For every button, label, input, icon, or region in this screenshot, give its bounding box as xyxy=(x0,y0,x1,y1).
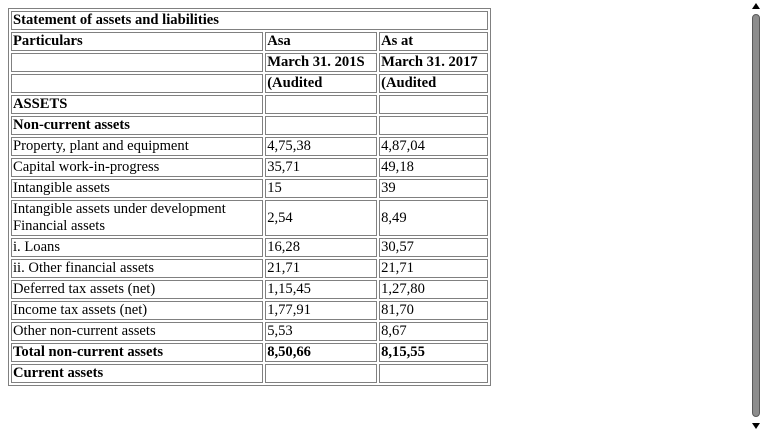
header-blank xyxy=(11,53,264,72)
table-row: Capital work-in-progress 35,71 49,18 xyxy=(11,158,488,177)
header-col2: As at xyxy=(379,32,488,51)
row-label: Income tax assets (net) xyxy=(11,301,264,320)
row-value-col1: 5,53 xyxy=(265,322,378,341)
scroll-up-arrow-icon[interactable] xyxy=(752,3,760,9)
scroll-down-arrow-icon[interactable] xyxy=(752,423,760,429)
row-label: Total non-current assets xyxy=(11,343,264,362)
table-header-row: (Audited (Audited xyxy=(11,74,488,93)
table-body: ASSETS Non-current assets Property, plant … xyxy=(11,95,488,383)
table-row: i. Loans 16,28 30,57 xyxy=(11,238,488,257)
row-value-col1: 2,54 xyxy=(265,200,378,236)
table-row: Total non-current assets 8,50,66 8,15,55 xyxy=(11,343,488,362)
vertical-scrollbar[interactable] xyxy=(749,0,764,433)
row-value-col2 xyxy=(379,364,488,383)
row-value-col2: 8,15,55 xyxy=(379,343,488,362)
scrollbar-thumb[interactable] xyxy=(752,14,760,417)
table-row: Income tax assets (net) 1,77,91 81,70 xyxy=(11,301,488,320)
row-value-col1: 35,71 xyxy=(265,158,378,177)
row-value-col1: 1,15,45 xyxy=(265,280,378,299)
row-value-col2: 8,49 xyxy=(379,200,488,236)
row-value-col2: 30,57 xyxy=(379,238,488,257)
table-row: Deferred tax assets (net) 1,15,45 1,27,80 xyxy=(11,280,488,299)
row-value-col2: 81,70 xyxy=(379,301,488,320)
row-value-col2: 4,87,04 xyxy=(379,137,488,156)
row-label: Current assets xyxy=(11,364,264,383)
row-value-col1 xyxy=(265,95,378,114)
table-row: Non-current assets xyxy=(11,116,488,135)
row-label: Intangible assets xyxy=(11,179,264,198)
header-date-col1: March 31. 201S xyxy=(265,53,378,72)
row-value-col2: 39 xyxy=(379,179,488,198)
row-value-col1: 21,71 xyxy=(265,259,378,278)
row-value-col2: 8,67 xyxy=(379,322,488,341)
row-label: Non-current assets xyxy=(11,116,264,135)
row-value-col2: 21,71 xyxy=(379,259,488,278)
header-audited-col2: (Audited xyxy=(379,74,488,93)
row-label: Intangible assets under development Fina… xyxy=(11,200,264,236)
row-value-col1: 8,50,66 xyxy=(265,343,378,362)
table-header-row: March 31. 201S March 31. 2017 xyxy=(11,53,488,72)
table-row: Current assets xyxy=(11,364,488,383)
row-label: Capital work-in-progress xyxy=(11,158,264,177)
row-label: ASSETS xyxy=(11,95,264,114)
row-label: ii. Other financial assets xyxy=(11,259,264,278)
table-row: Property, plant and equipment 4,75,38 4,87… xyxy=(11,137,488,156)
statement-title: Statement of assets and liabilities xyxy=(11,11,488,30)
header-particulars: Particulars xyxy=(11,32,264,51)
row-label: Property, plant and equipment xyxy=(11,137,264,156)
table-row: Other non-current assets 5,53 8,67 xyxy=(11,322,488,341)
header-blank xyxy=(11,74,264,93)
table-row: ii. Other financial assets 21,71 21,71 xyxy=(11,259,488,278)
row-value-col1: 1,77,91 xyxy=(265,301,378,320)
header-audited-col1: (Audited xyxy=(265,74,378,93)
header-date-col2: March 31. 2017 xyxy=(379,53,488,72)
row-value-col2: 49,18 xyxy=(379,158,488,177)
row-value-col1: 16,28 xyxy=(265,238,378,257)
table-row: Intangible assets 15 39 xyxy=(11,179,488,198)
statement-document: Statement of assets and liabilities Part… xyxy=(8,8,491,433)
table-row: ASSETS xyxy=(11,95,488,114)
row-value-col2 xyxy=(379,116,488,135)
header-col1: Asa xyxy=(265,32,378,51)
statement-table: Statement of assets and liabilities Part… xyxy=(8,8,491,386)
row-value-col1: 4,75,38 xyxy=(265,137,378,156)
table-title-row: Statement of assets and liabilities xyxy=(11,11,488,30)
row-value-col2: 1,27,80 xyxy=(379,280,488,299)
row-value-col1 xyxy=(265,116,378,135)
row-value-col1: 15 xyxy=(265,179,378,198)
row-value-col2 xyxy=(379,95,488,114)
row-label: i. Loans xyxy=(11,238,264,257)
row-value-col1 xyxy=(265,364,378,383)
row-label: Other non-current assets xyxy=(11,322,264,341)
table-header-row: Particulars Asa As at xyxy=(11,32,488,51)
row-label: Deferred tax assets (net) xyxy=(11,280,264,299)
table-row: Intangible assets under development Fina… xyxy=(11,200,488,236)
